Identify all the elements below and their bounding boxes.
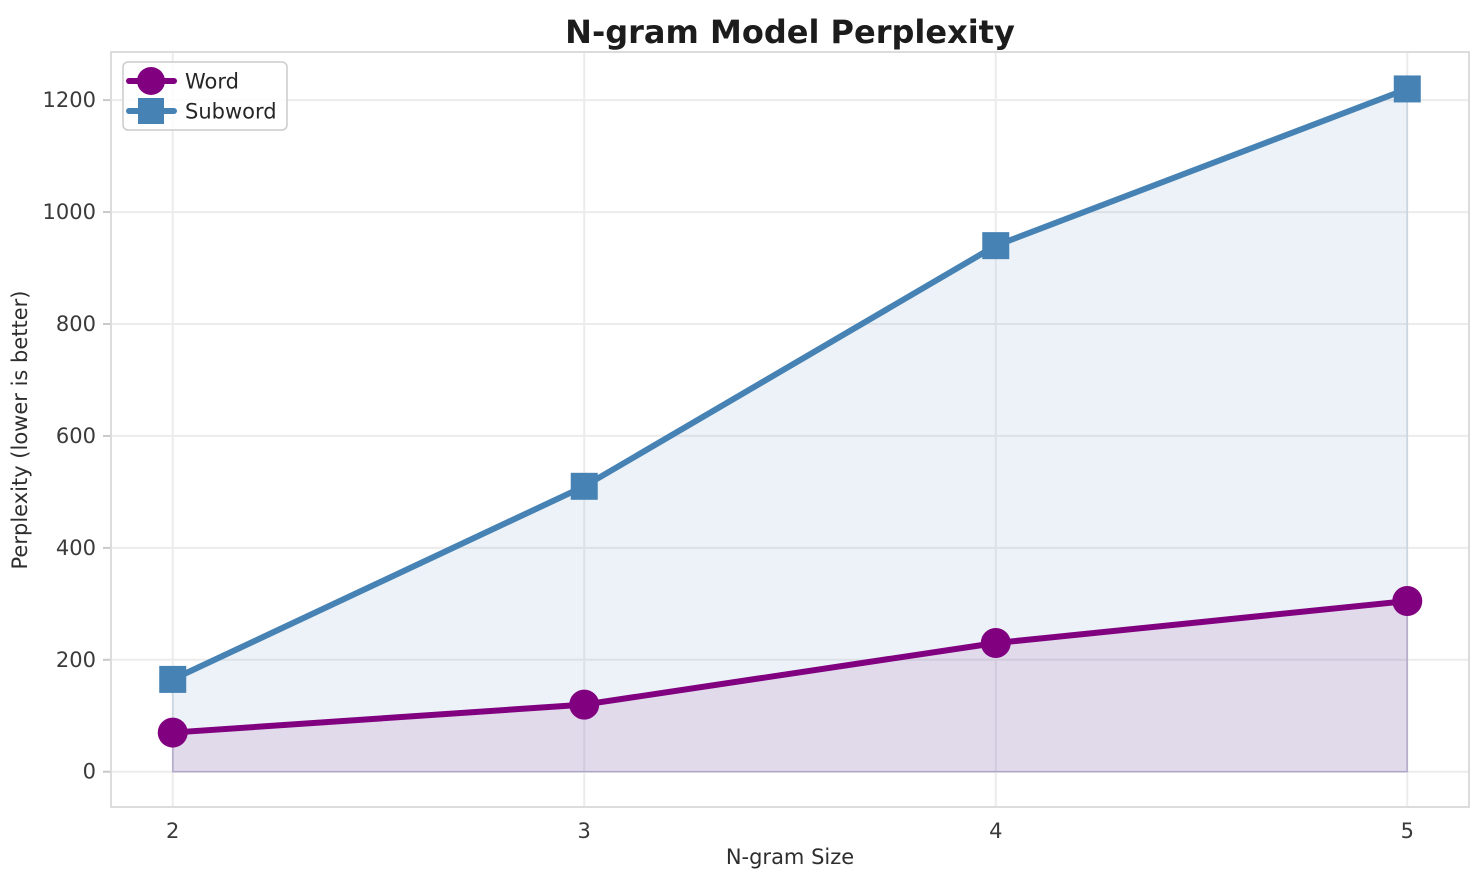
area-fill-layer [171, 87, 1409, 773]
chart-title: N-gram Model Perplexity [565, 13, 1015, 51]
word-marker-n5 [1392, 586, 1423, 617]
y-tick-label-600: 600 [56, 424, 96, 448]
x-axis-label: N-gram Size [726, 845, 854, 869]
legend-label-subword: Subword [185, 100, 277, 124]
x-tick-label-2: 2 [166, 819, 179, 843]
y-tick-label-1200: 1200 [43, 88, 96, 112]
legend-circle-marker-icon [137, 67, 165, 95]
subword-marker-n5 [1393, 75, 1421, 103]
legend-label-word: Word [185, 70, 239, 94]
subword-marker-n3 [570, 472, 598, 500]
y-axis-label: Perplexity (lower is better) [8, 291, 32, 570]
y-tick-label-1000: 1000 [43, 200, 96, 224]
word-marker-n3 [569, 689, 600, 720]
plot-border [110, 51, 1470, 808]
word-line [169, 598, 1411, 736]
y-tick-label-0: 0 [83, 760, 96, 784]
x-tick-label-4: 4 [989, 819, 1002, 843]
subword-marker-n2 [159, 665, 187, 693]
subword-area-fill [171, 87, 1409, 773]
x-tick-label-5: 5 [1401, 819, 1414, 843]
y-tick-label-400: 400 [56, 536, 96, 560]
legend-square-marker-icon [138, 98, 164, 124]
word-marker-n2 [157, 717, 188, 748]
series-layer [157, 75, 1423, 748]
y-tick-label-800: 800 [56, 312, 96, 336]
subword-line [169, 85, 1411, 683]
word-marker-n4 [980, 628, 1011, 659]
subword-marker-n4 [982, 232, 1010, 260]
axis-layer: 0 200 400 600 800 1000 1200 2 3 4 5 [43, 51, 1470, 843]
x-tick-label-3: 3 [578, 819, 591, 843]
grid-layer [111, 52, 1469, 807]
legend: Word Subword [122, 61, 288, 131]
y-tick-label-200: 200 [56, 648, 96, 672]
